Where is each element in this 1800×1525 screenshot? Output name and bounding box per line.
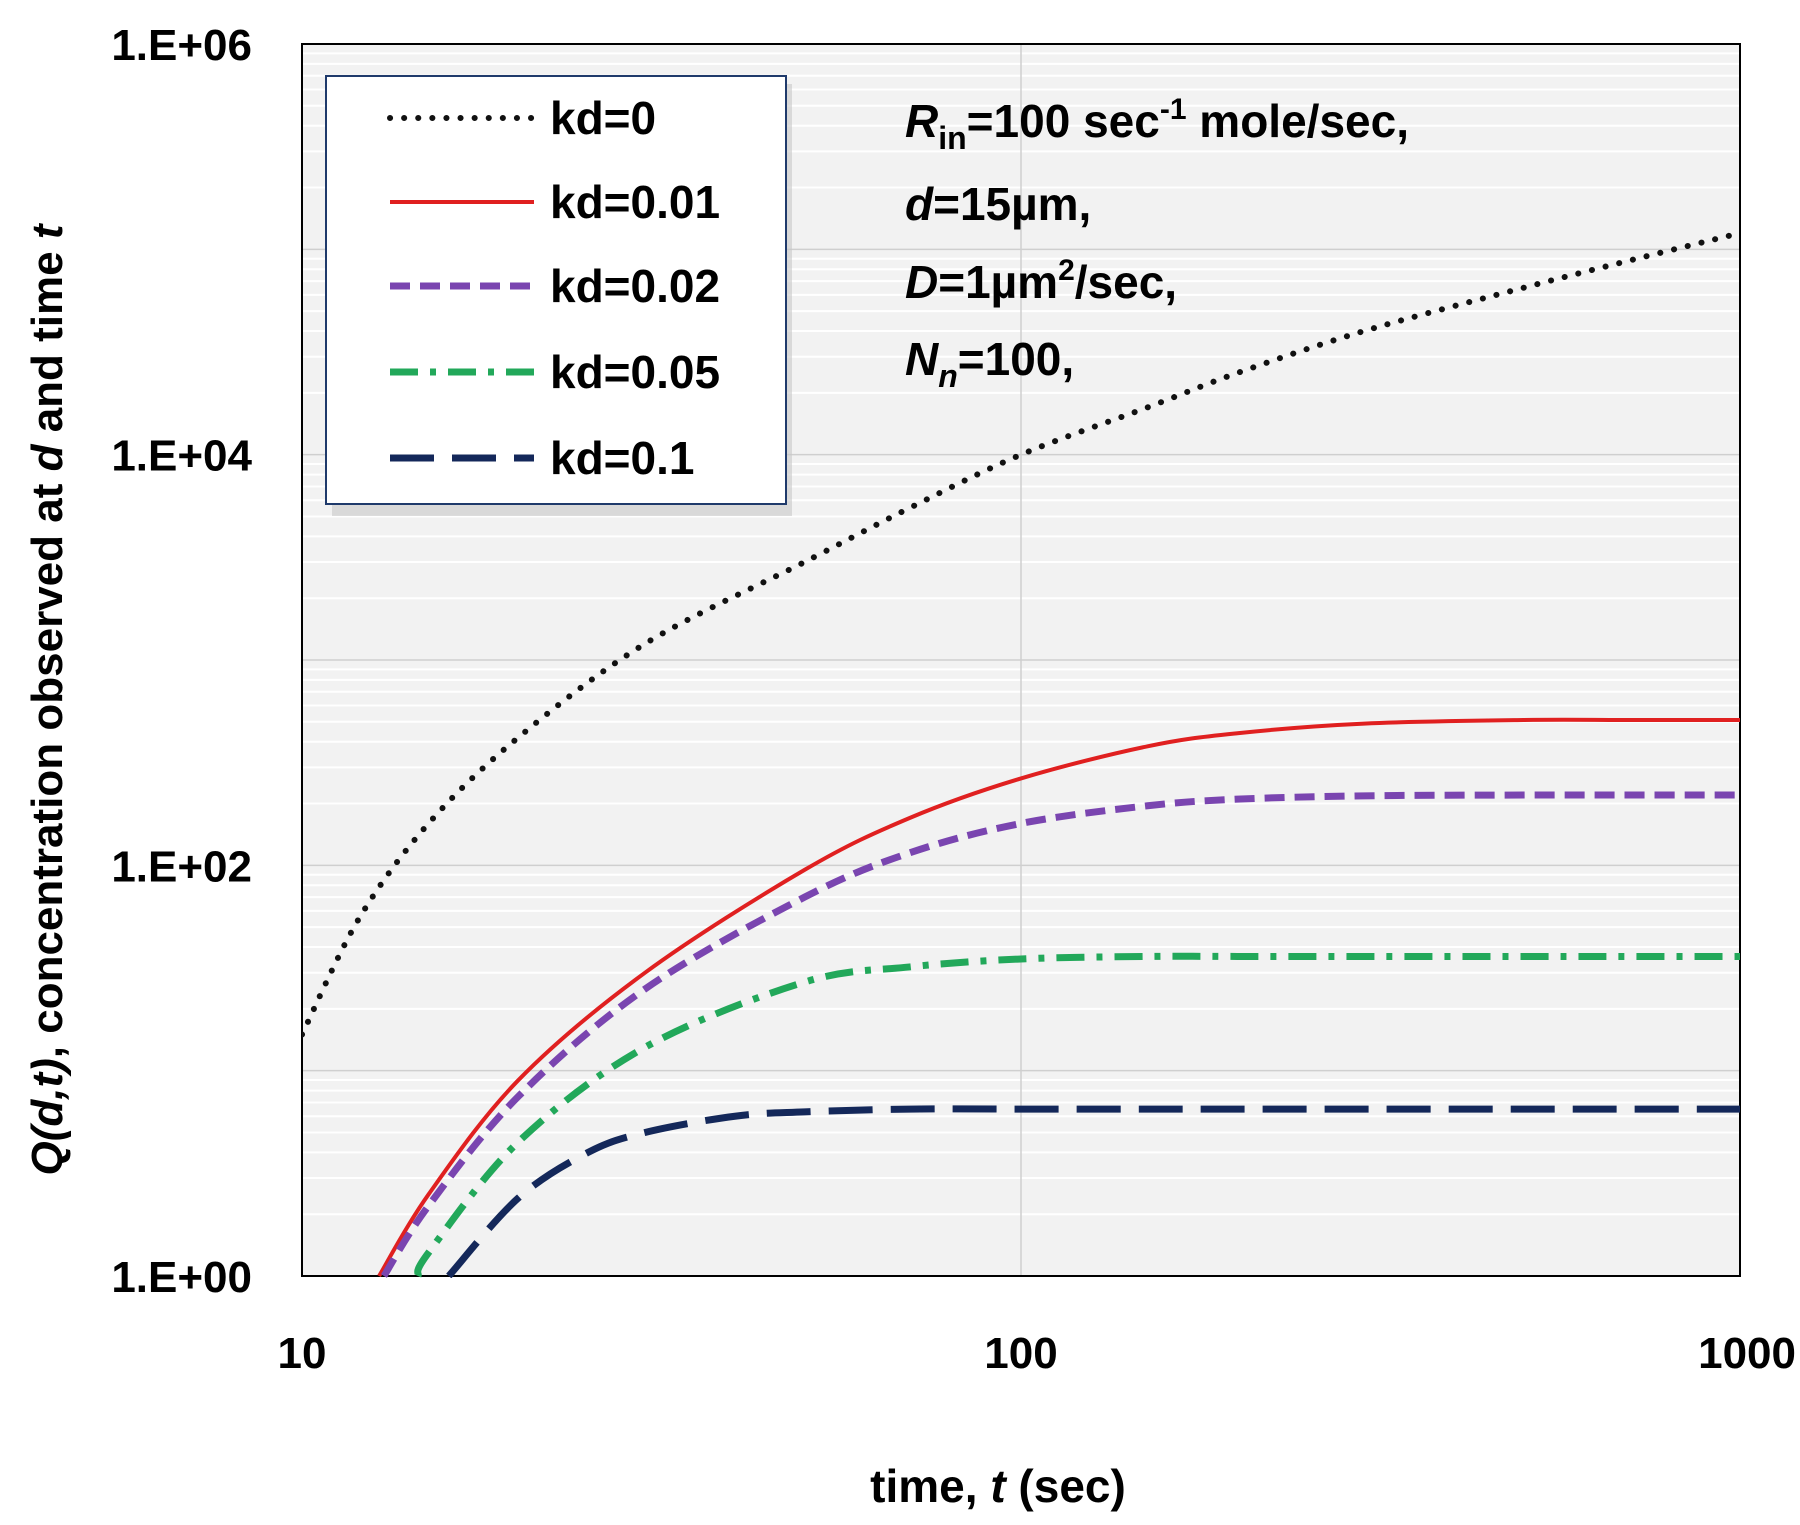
x-tick-label: 1000 [1698, 1329, 1796, 1378]
annotation-line-diffusion: D=1µm2/sec, [905, 254, 1177, 308]
series-line-kd-0-01 [377, 717, 1740, 1278]
legend-label: kd=0.02 [550, 260, 720, 312]
legend-label: kd=0.1 [550, 432, 695, 484]
annotation-line-rin: Rin=100 sec-1 mole/sec, [905, 93, 1409, 156]
legend-label: kd=0 [550, 92, 656, 144]
annotation-line-d: d=15µm, [905, 178, 1091, 230]
legend-items: kd=0 kd=0.01 kd=0.02 kd=0.05 kd=0.1 [387, 92, 720, 484]
x-tick-label: 10 [278, 1329, 327, 1378]
legend: kd=0 kd=0.01 kd=0.02 kd=0.05 kd=0.1 [325, 75, 792, 516]
legend-label: kd=0.01 [550, 176, 720, 228]
legend-label: kd=0.05 [550, 346, 720, 398]
tick-labels: 1.E+00 1.E+02 1.E+04 1.E+06 10 100 1000 [111, 21, 1796, 1378]
series-line-kd-0 [302, 230, 1743, 1038]
series-line-kd-0-02 [380, 791, 1740, 1278]
annotation-line-nn: Nn=100, [905, 333, 1074, 394]
y-axis-title: Q(d,t), concentration observed at d and … [23, 222, 72, 1175]
y-tick-label: 1.E+04 [111, 432, 252, 481]
plot-frame [301, 43, 1741, 1277]
y-tick-label: 1.E+06 [111, 21, 252, 70]
y-tick-label: 1.E+00 [111, 1253, 252, 1302]
series-line-kd-0-05 [414, 952, 1740, 1278]
x-axis-title: time, t (sec) [870, 1460, 1126, 1512]
series-layer [302, 230, 1743, 1278]
legend-box [325, 75, 787, 505]
x-tick-label: 100 [984, 1329, 1057, 1378]
parameter-annotation: Rin=100 sec-1 mole/sec, d=15µm, D=1µm2/s… [905, 93, 1409, 394]
y-tick-label: 1.E+02 [111, 842, 252, 891]
series-line-kd-0-1 [446, 1105, 1741, 1278]
